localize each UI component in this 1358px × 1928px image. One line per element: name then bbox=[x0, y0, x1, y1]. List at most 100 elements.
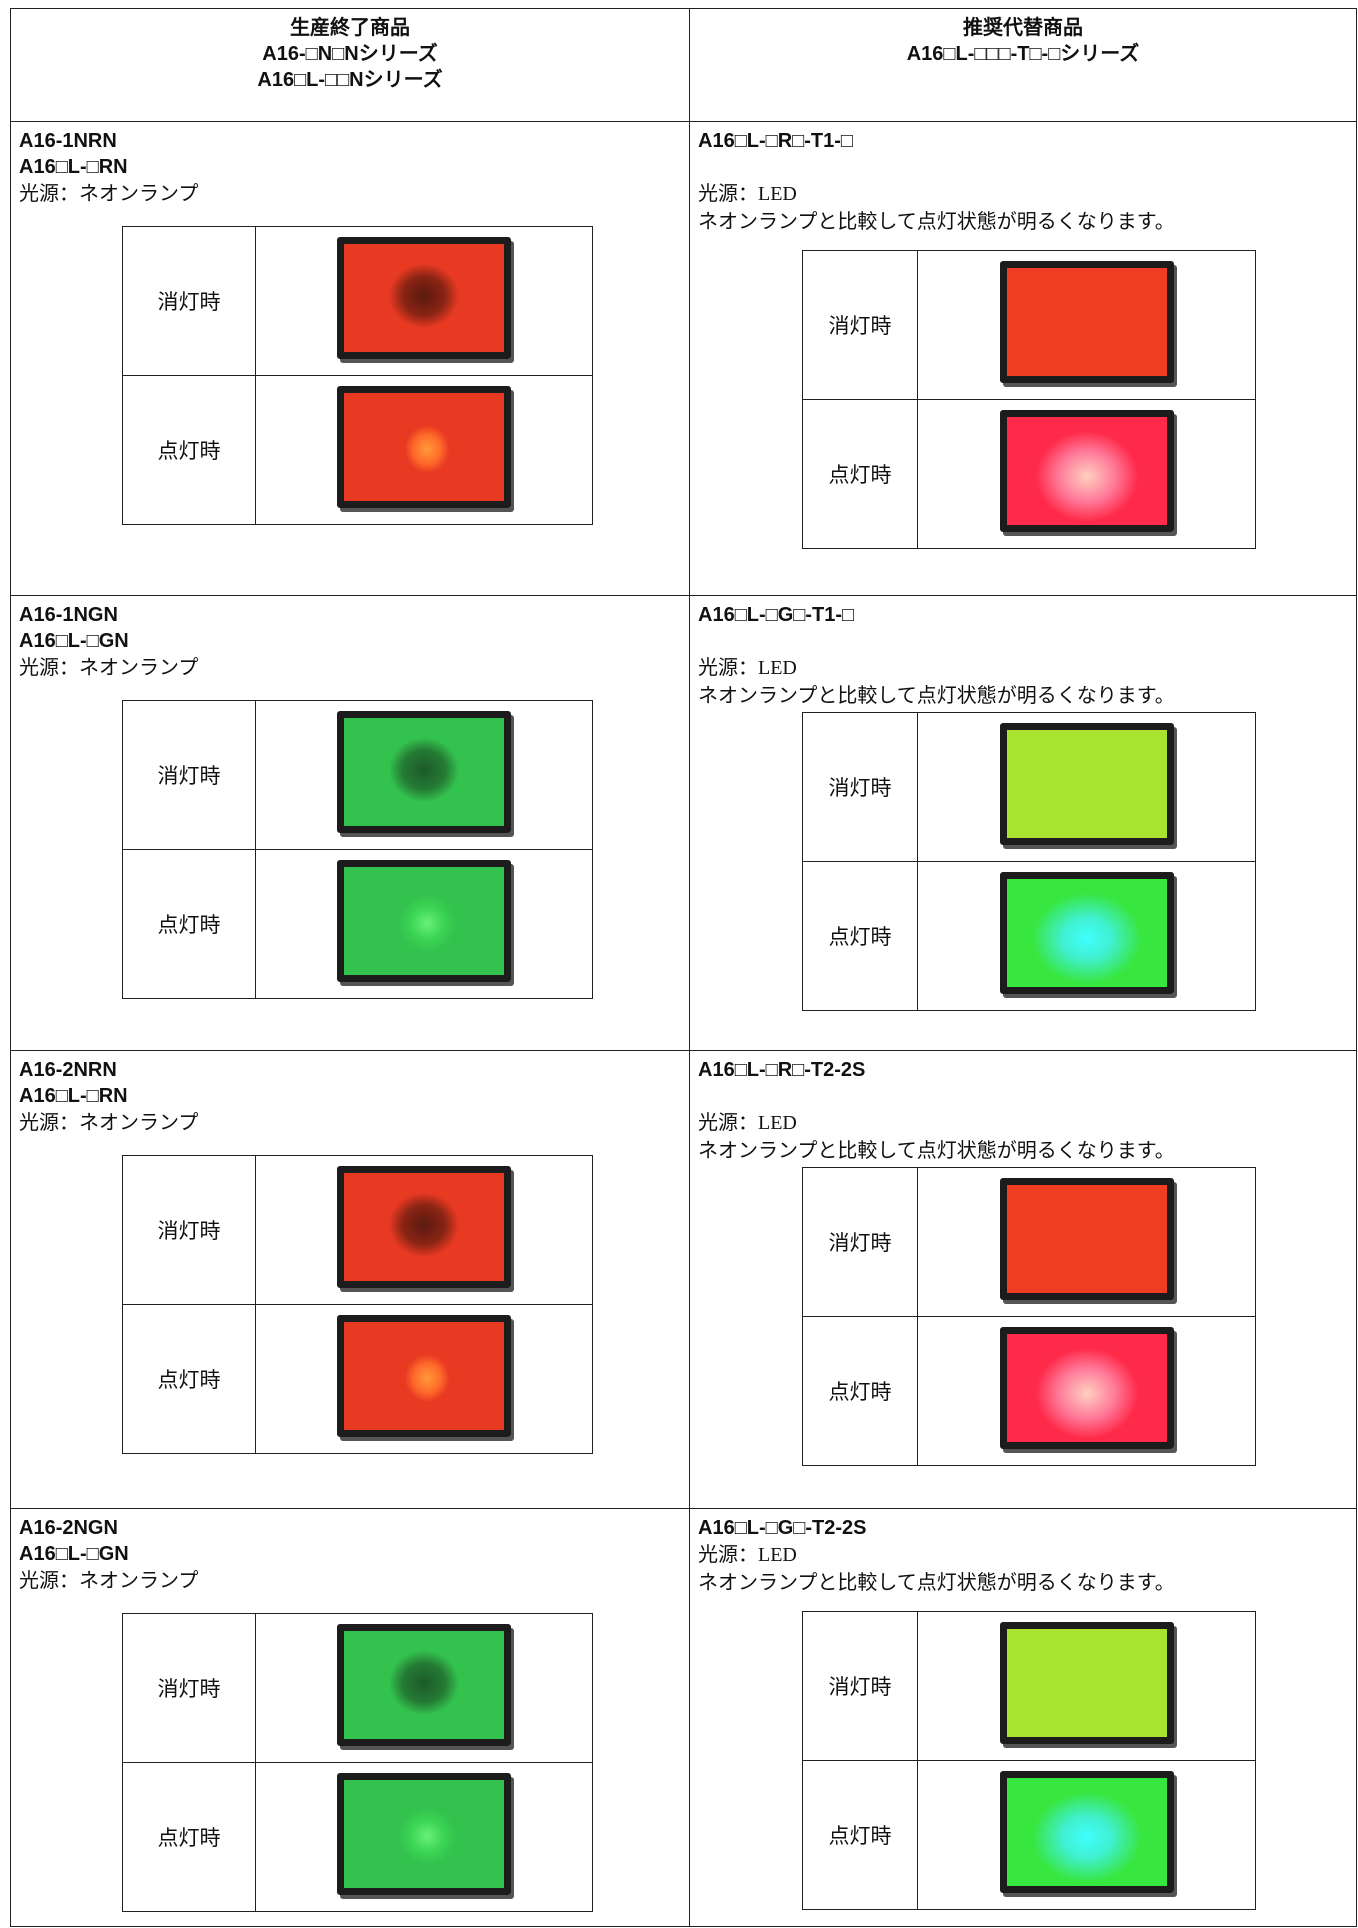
spacer bbox=[698, 628, 1348, 654]
left-cell: A16-2NGN A16□L-□GN 光源：ネオンランプ消灯時 点灯時 bbox=[10, 1508, 690, 1927]
lamp-photo-cell bbox=[917, 399, 1256, 549]
lamp-photo-cell bbox=[917, 1167, 1256, 1317]
light-source: 光源：ネオンランプ bbox=[19, 1570, 199, 1592]
light-source: 光源：LED bbox=[698, 1544, 797, 1566]
lamp-photo bbox=[337, 386, 511, 508]
model-name: A16-1NGN bbox=[19, 604, 118, 626]
header-line: A16-□N□Nシリーズ bbox=[262, 43, 438, 65]
note: ネオンランプと比較して点灯状態が明るくなります。 bbox=[698, 1572, 1175, 1594]
state-row: 点灯時 bbox=[802, 399, 1256, 549]
model-name: A16□L-□GN bbox=[19, 630, 129, 652]
state-table: 消灯時 点灯時 bbox=[122, 226, 593, 525]
light-source: 光源：LED bbox=[698, 657, 797, 679]
lamp-photo-cell bbox=[255, 1304, 593, 1454]
table-row: A16-1NRN A16□L-□RN 光源：ネオンランプ 消灯時 点灯時 A16□L-□R… bbox=[10, 121, 1357, 596]
lamp-photo bbox=[999, 872, 1174, 994]
lamp-photo-cell bbox=[255, 1155, 593, 1305]
state-label: 消灯時 bbox=[802, 250, 918, 400]
state-label: 点灯時 bbox=[802, 861, 918, 1011]
state-row: 点灯時 bbox=[802, 1316, 1256, 1466]
lamp-photo bbox=[999, 261, 1174, 383]
right-cell: A16□L-□G□-T2-2S 光源：LED ネオンランプと比較して点灯状態が明るく… bbox=[689, 1508, 1357, 1927]
state-row: 消灯時 bbox=[122, 700, 593, 850]
state-table: 消灯時 点灯時 bbox=[802, 1611, 1256, 1910]
lamp-photo bbox=[337, 1624, 511, 1746]
lamp-photo-cell bbox=[917, 861, 1256, 1011]
state-label: 消灯時 bbox=[122, 1155, 256, 1305]
left-cell: A16-1NGN A16□L-□GN 光源：ネオンランプ 消灯時 点灯時 bbox=[10, 595, 690, 1051]
table-row: A16-2NRN A16□L-□RN 光源：ネオンランプ 消灯時 点灯時 A16□L-□R… bbox=[10, 1050, 1357, 1509]
table-row: A16-1NGN A16□L-□GN 光源：ネオンランプ 消灯時 点灯時 A16□L-□G… bbox=[10, 595, 1357, 1051]
lamp-photo-cell bbox=[917, 1611, 1256, 1761]
state-table: 消灯時 点灯時 bbox=[122, 1155, 593, 1454]
lamp-photo bbox=[999, 723, 1174, 845]
state-row: 消灯時 bbox=[802, 1167, 1256, 1317]
right-cell: A16□L-□R□-T2-2S 光源：LED ネオンランプと比較して点灯状態が明るく… bbox=[689, 1050, 1357, 1509]
light-source: 光源：ネオンランプ bbox=[19, 1112, 199, 1134]
comparison-table: 生産終了商品 A16-□N□Nシリーズ A16□L-□□Nシリーズ 推奨代替商品 A1… bbox=[10, 8, 1357, 1927]
state-label: 点灯時 bbox=[802, 399, 918, 549]
spacer bbox=[698, 1083, 1348, 1109]
lamp-photo bbox=[999, 1771, 1174, 1893]
header-line: A16□L-□□□-T□-□シリーズ bbox=[906, 43, 1140, 65]
lamp-photo-cell bbox=[917, 250, 1256, 400]
state-table: 消灯時 点灯時 bbox=[802, 712, 1256, 1011]
lamp-photo bbox=[337, 711, 511, 833]
lamp-photo bbox=[337, 1166, 511, 1288]
header-left: 生産終了商品 A16-□N□Nシリーズ A16□L-□□Nシリーズ bbox=[10, 8, 690, 122]
lamp-photo-cell bbox=[255, 849, 593, 999]
model-name: A16□L-□G□-T2-2S bbox=[698, 1517, 867, 1539]
lamp-photo-cell bbox=[255, 1613, 593, 1763]
model-name: A16□L-□GN bbox=[19, 1543, 129, 1565]
light-source: 光源：ネオンランプ bbox=[19, 183, 199, 205]
state-label: 消灯時 bbox=[802, 1611, 918, 1761]
state-label: 消灯時 bbox=[122, 1613, 256, 1763]
model-name: A16□L-□R□-T2-2S bbox=[698, 1059, 866, 1081]
state-table: 消灯時 点灯時 bbox=[122, 700, 593, 999]
state-label: 点灯時 bbox=[122, 1762, 256, 1912]
lamp-photo bbox=[999, 1622, 1174, 1744]
header-right: 推奨代替商品 A16□L-□□□-T□-□シリーズ bbox=[689, 8, 1357, 122]
header-row: 生産終了商品 A16-□N□Nシリーズ A16□L-□□Nシリーズ 推奨代替商品 A1… bbox=[10, 8, 1357, 122]
state-row: 消灯時 bbox=[802, 250, 1256, 400]
state-row: 消灯時 bbox=[122, 226, 593, 376]
light-source: 光源：LED bbox=[698, 1112, 797, 1134]
lamp-photo bbox=[337, 237, 511, 359]
state-row: 点灯時 bbox=[802, 861, 1256, 1011]
state-label: 消灯時 bbox=[122, 226, 256, 376]
note: ネオンランプと比較して点灯状態が明るくなります。 bbox=[698, 211, 1175, 233]
table-row: A16-2NGN A16□L-□GN 光源：ネオンランプ 消灯時 点灯時 A16□L-□G… bbox=[10, 1508, 1357, 1927]
right-cell: A16□L-□R□-T1-□ 光源：LED ネオンランプと比較して点灯状態が明るくな… bbox=[689, 121, 1357, 596]
state-label: 点灯時 bbox=[122, 849, 256, 999]
lamp-photo-cell bbox=[255, 375, 593, 525]
lamp-photo bbox=[337, 1773, 511, 1895]
lamp-photo-cell bbox=[917, 712, 1256, 862]
state-row: 消灯時 bbox=[122, 1613, 593, 1763]
state-row: 点灯時 bbox=[122, 375, 593, 525]
lamp-photo-cell bbox=[255, 1762, 593, 1912]
state-label: 点灯時 bbox=[122, 375, 256, 525]
right-cell: A16□L-□G□-T1-□ 光源：LED ネオンランプと比較して点灯状態が明るくな… bbox=[689, 595, 1357, 1051]
state-row: 点灯時 bbox=[122, 849, 593, 999]
model-name: A16□L-□R□-T1-□ bbox=[698, 130, 853, 152]
lamp-photo-cell bbox=[917, 1316, 1256, 1466]
state-row: 点灯時 bbox=[802, 1760, 1256, 1910]
state-table: 消灯時 点灯時 bbox=[122, 1613, 593, 1912]
lamp-photo bbox=[337, 860, 511, 982]
table-body: A16-1NRN A16□L-□RN 光源：ネオンランプ 消灯時 点灯時 A16□L-□R… bbox=[10, 121, 1357, 1927]
header-line: 推奨代替商品 bbox=[963, 17, 1083, 39]
state-label: 点灯時 bbox=[122, 1304, 256, 1454]
light-source: 光源：LED bbox=[698, 183, 797, 205]
model-name: A16□L-□G□-T1-□ bbox=[698, 604, 855, 626]
state-table: 消灯時 点灯時 bbox=[802, 1167, 1256, 1466]
state-label: 点灯時 bbox=[802, 1760, 918, 1910]
state-label: 消灯時 bbox=[122, 700, 256, 850]
model-name: A16-2NGN bbox=[19, 1517, 118, 1539]
lamp-photo bbox=[999, 1178, 1174, 1300]
state-row: 消灯時 bbox=[802, 712, 1256, 862]
state-row: 点灯時 bbox=[122, 1304, 593, 1454]
left-cell: A16-1NRN A16□L-□RN 光源：ネオンランプ 消灯時 点灯時 bbox=[10, 121, 690, 596]
model-name: A16-1NRN bbox=[19, 130, 117, 152]
lamp-photo bbox=[337, 1315, 511, 1437]
